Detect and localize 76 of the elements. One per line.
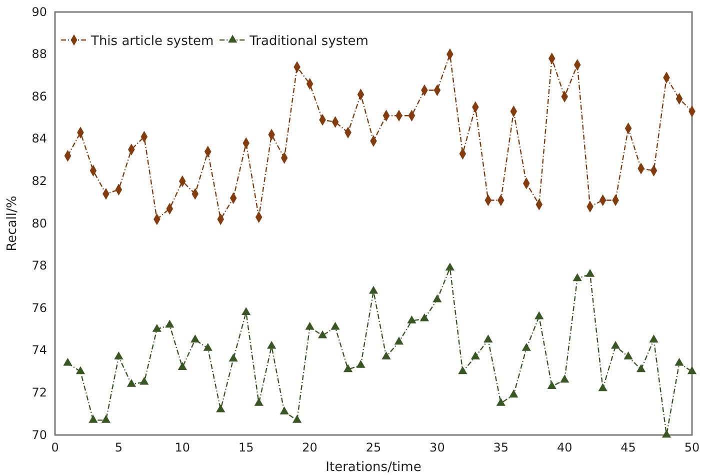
- y-tick-label: 74: [32, 343, 47, 358]
- point: [216, 404, 226, 412]
- x-tick-label: 45: [620, 440, 636, 455]
- y-tick-label: 72: [32, 386, 47, 400]
- y-tick-label: 84: [32, 132, 47, 146]
- point: [662, 430, 672, 438]
- point: [292, 414, 302, 423]
- x-tick-label: 20: [302, 440, 318, 455]
- point: [152, 324, 162, 332]
- point: [445, 262, 454, 271]
- x-tick-label: 35: [493, 440, 509, 455]
- point: [63, 358, 72, 366]
- point: [356, 360, 366, 368]
- point: [522, 343, 531, 351]
- x-tick-label: 5: [114, 440, 123, 455]
- point: [586, 268, 595, 277]
- x-tick-label: 30: [430, 440, 445, 455]
- point: [458, 366, 468, 374]
- y-tick-label: 76: [32, 300, 47, 315]
- point: [165, 320, 174, 328]
- x-tick-label: 40: [556, 440, 572, 455]
- point: [101, 414, 111, 423]
- point: [611, 340, 620, 349]
- x-tick-label: 10: [174, 440, 190, 455]
- point: [547, 381, 556, 389]
- point: [280, 406, 289, 414]
- point: [267, 340, 276, 349]
- y-tick-label: 90: [32, 4, 47, 19]
- point: [484, 334, 493, 342]
- x-tick-label: 25: [366, 440, 382, 455]
- x-axis-title: Iterations/time: [326, 460, 422, 475]
- point: [572, 273, 582, 282]
- point: [114, 351, 124, 360]
- point: [140, 376, 149, 385]
- y-tick-label: 80: [32, 216, 47, 230]
- point: [649, 334, 658, 342]
- point: [687, 366, 697, 374]
- point: [190, 334, 200, 342]
- point: [534, 311, 544, 320]
- point: [254, 398, 264, 406]
- point: [432, 294, 442, 302]
- point: [394, 336, 404, 345]
- point: [368, 286, 378, 294]
- point: [88, 414, 98, 423]
- point: [305, 322, 314, 330]
- legend-label: Traditional system: [248, 34, 368, 49]
- point: [242, 307, 251, 315]
- point: [126, 378, 136, 387]
- point: [674, 358, 684, 366]
- point: [76, 366, 86, 374]
- point: [624, 351, 633, 360]
- y-axis-title: Recall/%: [5, 196, 20, 252]
- point: [407, 316, 416, 324]
- y-tick-label: 88: [32, 47, 47, 62]
- point: [178, 362, 187, 370]
- y-tick-label: 78: [32, 258, 47, 273]
- point: [203, 343, 212, 351]
- y-tick-label: 82: [32, 174, 47, 188]
- point: [560, 374, 570, 383]
- point: [598, 383, 608, 392]
- point: [318, 330, 328, 338]
- point: [636, 364, 646, 372]
- x-tick-label: 15: [238, 440, 254, 455]
- point: [496, 398, 506, 406]
- point: [420, 313, 430, 322]
- legend-label: This article system: [90, 34, 214, 49]
- point: [470, 351, 480, 360]
- point: [343, 364, 353, 372]
- point: [330, 322, 340, 330]
- point: [382, 351, 391, 360]
- x-tick-label: 0: [51, 440, 59, 455]
- point: [228, 354, 238, 362]
- y-tick-label: 70: [32, 428, 47, 442]
- x-tick-label: 50: [684, 440, 700, 455]
- y-tick-label: 86: [32, 89, 47, 104]
- point: [509, 390, 518, 398]
